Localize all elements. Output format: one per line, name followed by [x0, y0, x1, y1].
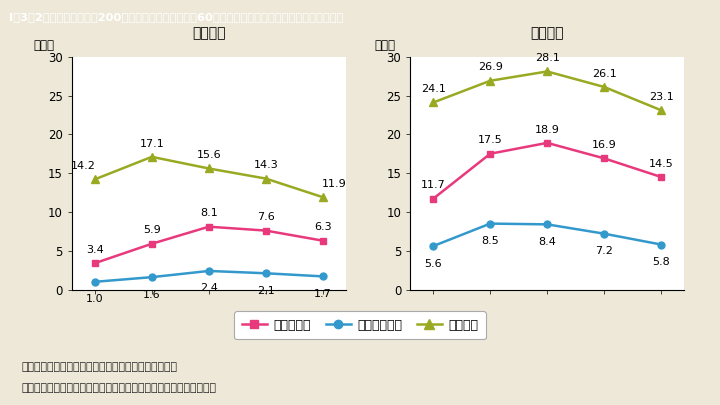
Text: 16.9: 16.9 — [592, 140, 616, 150]
Text: 8.4: 8.4 — [539, 237, 556, 247]
Text: 24.1: 24.1 — [420, 84, 446, 94]
Text: 11.7: 11.7 — [420, 180, 446, 190]
Text: 3.4: 3.4 — [86, 245, 104, 255]
Text: 8.1: 8.1 — [200, 208, 217, 218]
Text: 23.1: 23.1 — [649, 92, 674, 102]
Text: （％）: （％） — [34, 39, 55, 52]
Text: 15.6: 15.6 — [197, 150, 221, 160]
Text: 26.9: 26.9 — [478, 62, 503, 72]
Text: 5.6: 5.6 — [424, 259, 442, 269]
Legend: 正規の職員, 非正規の職員, 自営業主: 正規の職員, 非正規の職員, 自営業主 — [235, 311, 485, 339]
Text: 11.9: 11.9 — [322, 179, 346, 189]
Text: ＜男性＞: ＜男性＞ — [531, 26, 564, 40]
Text: （％）: （％） — [375, 39, 396, 52]
Text: ２．割合は，就業時間が不詳の者を除いて算出している。: ２．割合は，就業時間が不詳の者を除いて算出している。 — [22, 383, 217, 393]
Text: 18.9: 18.9 — [535, 124, 559, 134]
Text: 7.2: 7.2 — [595, 246, 613, 256]
Text: 7.6: 7.6 — [257, 212, 274, 222]
Text: 1.7: 1.7 — [314, 289, 332, 299]
Text: 6.3: 6.3 — [314, 222, 332, 232]
Text: 14.2: 14.2 — [71, 161, 96, 171]
Text: 2.4: 2.4 — [200, 284, 217, 294]
Text: 17.5: 17.5 — [478, 135, 503, 145]
Text: 28.1: 28.1 — [535, 53, 559, 63]
Text: 17.1: 17.1 — [140, 139, 164, 149]
Text: ＜女性＞: ＜女性＞ — [192, 26, 225, 40]
Text: 14.3: 14.3 — [253, 160, 278, 170]
Text: 8.5: 8.5 — [482, 236, 499, 246]
Text: 1.6: 1.6 — [143, 290, 161, 300]
Text: 2.1: 2.1 — [257, 286, 274, 296]
Text: （備考）１．総務省「就業構造基本調査」より作成。: （備考）１．総務省「就業構造基本調査」より作成。 — [22, 362, 178, 373]
Text: 5.9: 5.9 — [143, 226, 161, 235]
Text: I－3－2図　年間就業日数200日以上かつ週間就業時閖60時間以上の就業者の割合の推移（男女別）: I－3－2図 年間就業日数200日以上かつ週間就業時閖60時間以上の就業者の割合… — [9, 12, 343, 22]
Text: 5.8: 5.8 — [652, 257, 670, 267]
Text: 26.1: 26.1 — [592, 68, 616, 79]
Text: 1.0: 1.0 — [86, 294, 104, 304]
Text: 14.5: 14.5 — [649, 159, 674, 169]
